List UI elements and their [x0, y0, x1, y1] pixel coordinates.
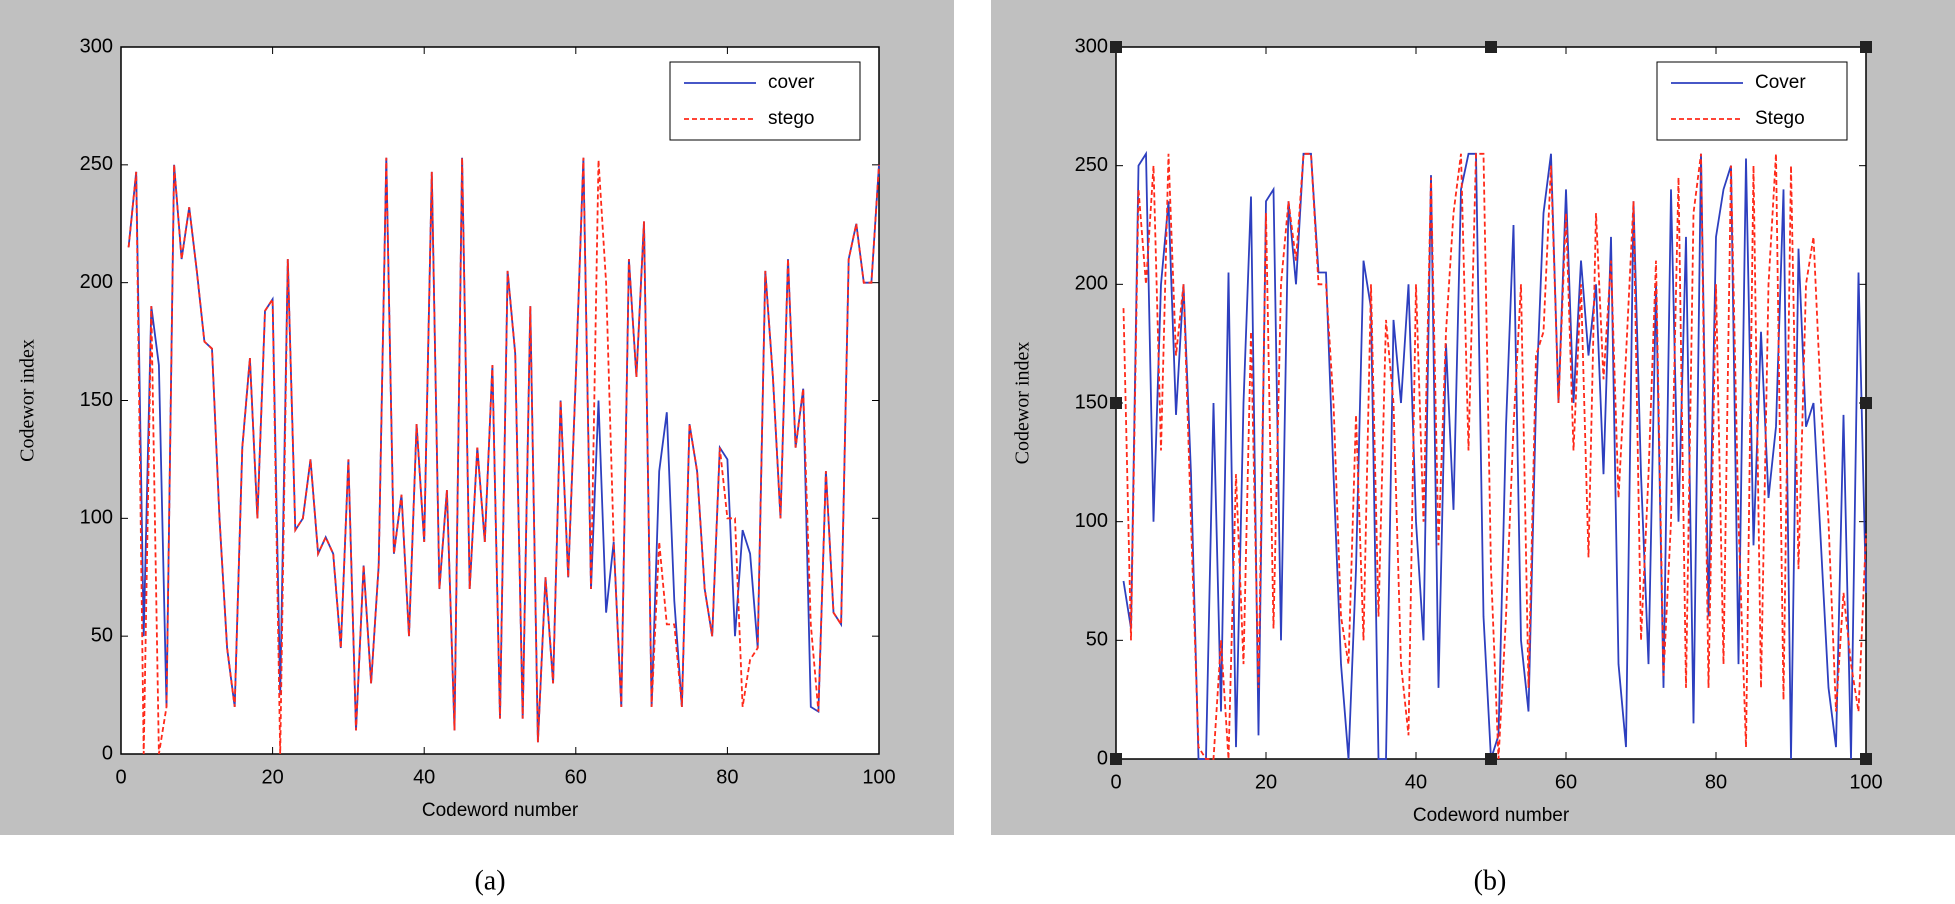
x-tick-label: 100: [1849, 771, 1882, 793]
series-line: [1122, 150, 1867, 760]
x-tick-label: 40: [1405, 771, 1427, 793]
y-axis-label: Codewor index: [1012, 342, 1034, 465]
x-tick-label: 80: [1705, 771, 1727, 793]
legend-box: [669, 61, 861, 141]
y-tick-label: 50: [91, 624, 113, 646]
plot-area: [1115, 46, 1867, 760]
series-line: [127, 157, 880, 755]
y-tick-label: 150: [80, 389, 113, 411]
y-tick-label: 200: [1075, 273, 1108, 295]
y-tick-label: 100: [80, 507, 113, 529]
x-tick-label: 20: [261, 766, 283, 788]
y-tick-label: 250: [1075, 154, 1108, 176]
selection-handle: [1860, 397, 1872, 409]
y-tick-label: 300: [80, 35, 113, 57]
legend-label: Cover: [1755, 72, 1806, 93]
y-tick-label: 0: [102, 742, 113, 764]
caption: (b): [1474, 865, 1507, 896]
selection-handle: [1110, 41, 1122, 53]
x-tick-label: 100: [862, 766, 895, 788]
x-tick-label: 60: [565, 766, 587, 788]
y-tick-label: 50: [1086, 629, 1108, 651]
y-tick-label: 0: [1097, 747, 1108, 769]
x-tick-label: 0: [1110, 771, 1121, 793]
y-tick-label: 150: [1075, 391, 1108, 413]
selection-handle: [1485, 41, 1497, 53]
selection-handle: [1110, 397, 1122, 409]
caption: (a): [474, 865, 505, 896]
plot-area: [120, 46, 880, 755]
y-tick-label: 100: [1075, 510, 1108, 532]
x-tick-label: 80: [716, 766, 738, 788]
x-tick-label: 20: [1255, 771, 1277, 793]
x-axis-label: Codeword number: [422, 800, 579, 821]
x-tick-label: 0: [115, 766, 126, 788]
y-tick-label: 200: [80, 271, 113, 293]
x-tick-label: 40: [413, 766, 435, 788]
legend-label: stego: [768, 108, 814, 129]
selection-handle: [1860, 753, 1872, 765]
legend-box: [1656, 61, 1848, 141]
y-tick-label: 300: [1075, 35, 1108, 57]
selection-handle: [1110, 753, 1122, 765]
x-tick-label: 60: [1555, 771, 1577, 793]
series-line: [1122, 152, 1867, 760]
selection-handle: [1485, 753, 1497, 765]
selection-handle: [1860, 41, 1872, 53]
legend-label: cover: [768, 72, 815, 93]
y-axis-label: Codewor index: [17, 339, 39, 462]
legend-label: Stego: [1755, 108, 1805, 129]
x-axis-label: Codeword number: [1413, 805, 1570, 826]
y-tick-label: 250: [80, 153, 113, 175]
